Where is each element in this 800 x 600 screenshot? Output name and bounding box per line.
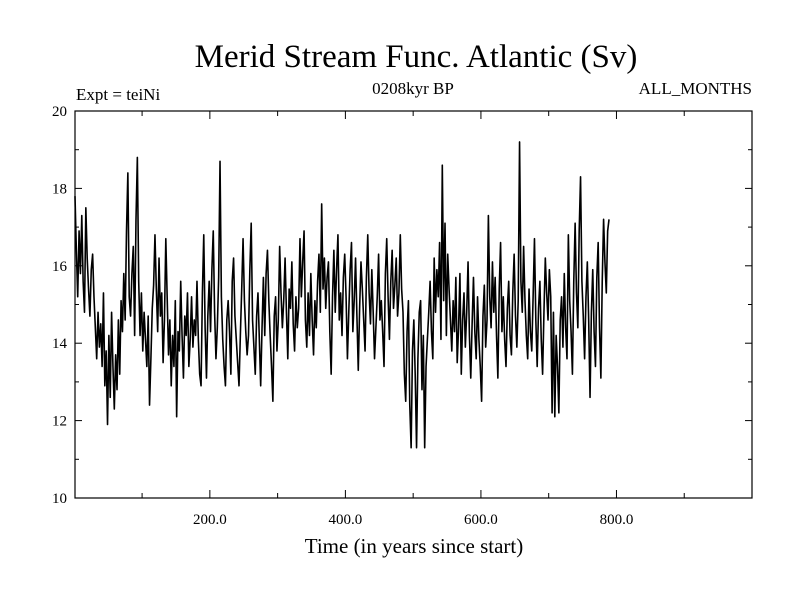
y-tick-label: 10 xyxy=(52,491,67,507)
series-line xyxy=(74,141,610,449)
y-tick-label: 16 xyxy=(52,259,68,275)
x-tick-label: 200.0 xyxy=(193,512,227,528)
period-label: 0208kyr BP xyxy=(372,79,454,98)
x-tick-label: 400.0 xyxy=(329,512,363,528)
x-axis-label: Time (in years since start) xyxy=(305,534,524,558)
y-tick-label: 20 xyxy=(52,104,67,120)
chart-title: Merid Stream Func. Atlantic (Sv) xyxy=(195,39,638,75)
y-tick-label: 12 xyxy=(52,414,67,430)
plot-frame xyxy=(74,110,753,499)
experiment-label: Expt = teiNi xyxy=(76,85,160,104)
y-tick-label: 18 xyxy=(52,181,67,197)
x-tick-label: 800.0 xyxy=(600,512,634,528)
y-tick-label: 14 xyxy=(52,336,68,352)
x-axis: 200.0 400.0 600.0 800.0 xyxy=(141,111,685,528)
y-axis: 10 12 14 16 18 20 xyxy=(52,104,752,507)
months-label: ALL_MONTHS xyxy=(639,79,752,98)
x-tick-label: 600.0 xyxy=(464,512,498,528)
